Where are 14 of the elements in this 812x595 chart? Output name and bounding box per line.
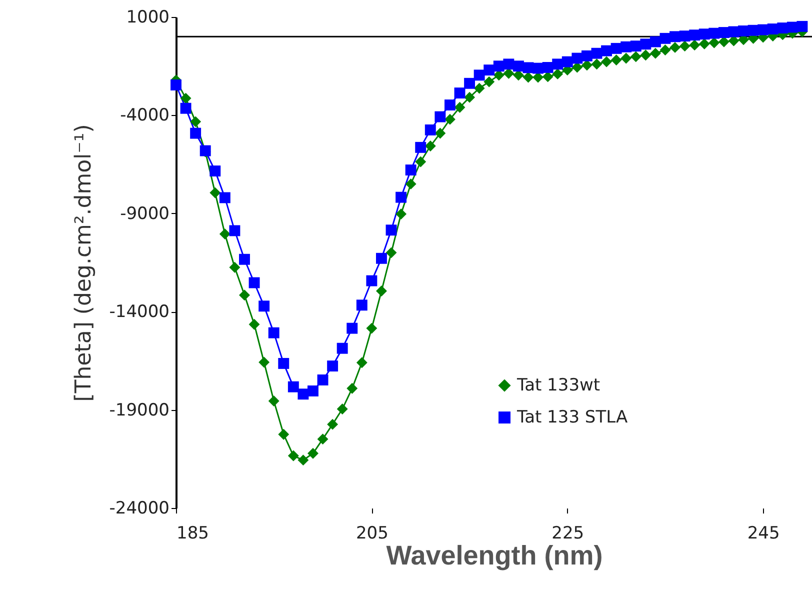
y-tick-label: -4000 (120, 106, 170, 126)
y-tick-label: -9000 (120, 204, 170, 224)
x-axis-title: Wavelength (nm) (386, 540, 603, 570)
x-tick-label: 205 (356, 524, 388, 544)
x-tick-label: 225 (552, 524, 584, 544)
y-tick-label: -24000 (109, 498, 170, 518)
x-tick-label: 245 (747, 524, 780, 544)
y-axis-title: [Theta] (deg.cm².dmol⁻¹) (71, 124, 96, 402)
legend-label: Tat 133 STLA (516, 408, 628, 428)
y-tick-label: -19000 (109, 400, 170, 420)
y-tick-label: -14000 (109, 302, 170, 322)
x-tick-label: 185 (176, 524, 209, 544)
y-tick-label: 1000 (126, 8, 170, 28)
legend-label: Tat 133wt (516, 376, 600, 396)
